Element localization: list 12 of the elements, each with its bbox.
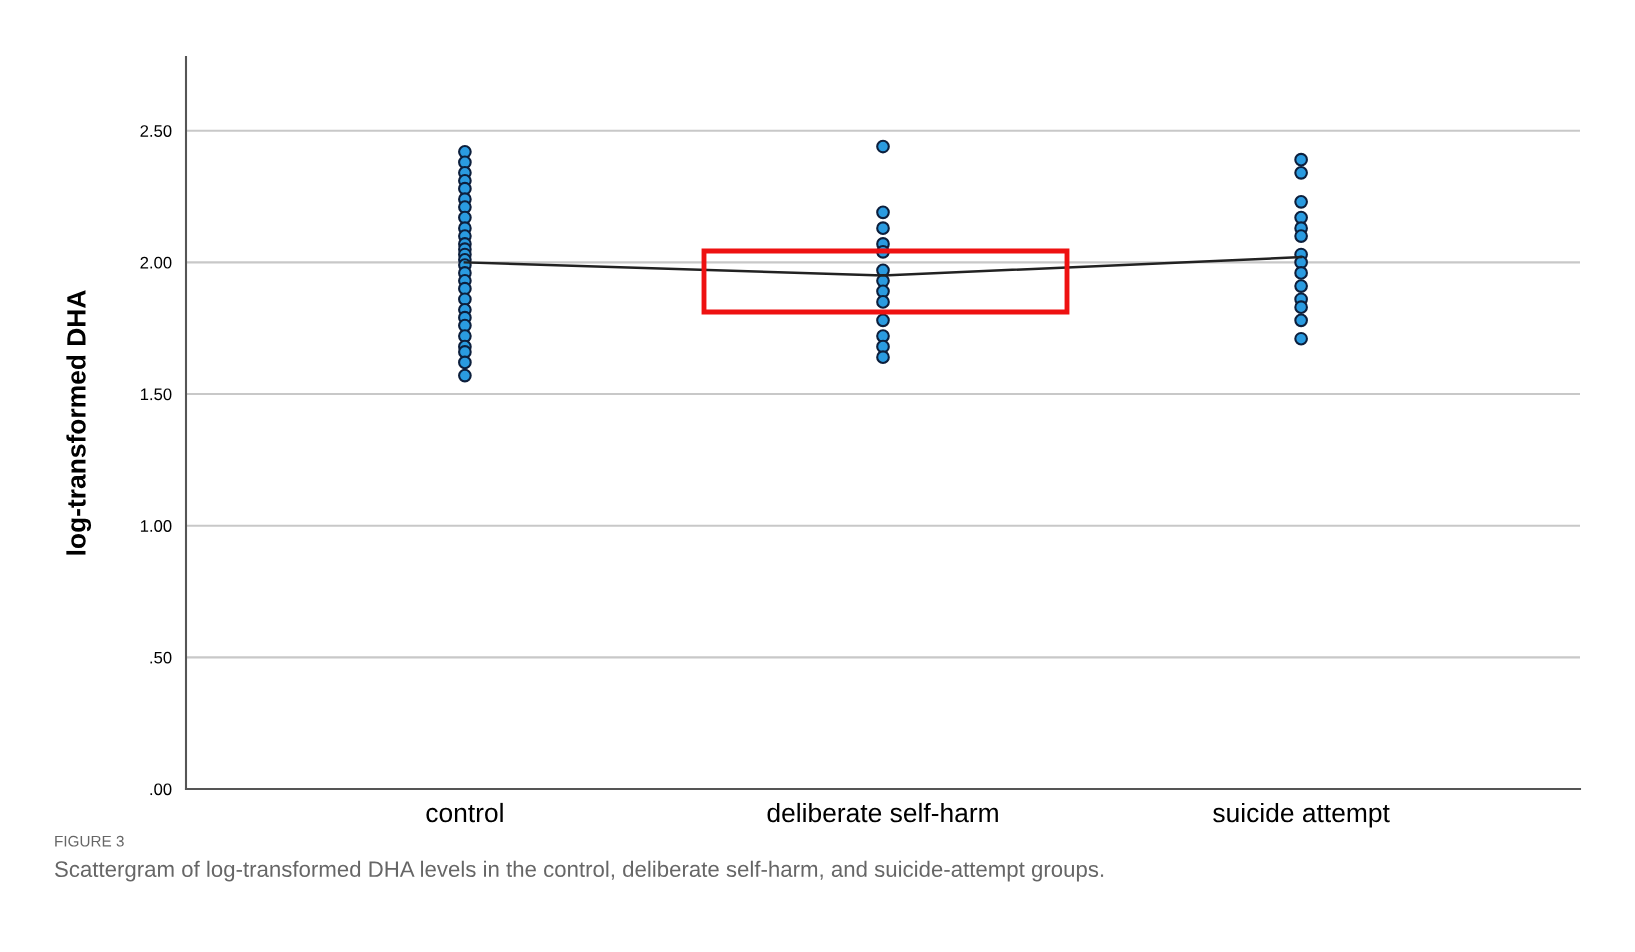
y-tick-label: 2.50 — [140, 125, 172, 137]
x-tick-label: control — [426, 802, 503, 823]
x-tick-label: deliberate self-harm — [767, 802, 998, 823]
text: Scattergram of log-transformed DHA levels in the control, deliberate self-harm, and suicide-attempt groups. — [55, 860, 1104, 882]
y-tick-label: 1.50 — [140, 388, 172, 401]
caption: FIGURE 3 — [55, 835, 124, 847]
y-tick-label: 2.00 — [140, 256, 172, 269]
y-tick-label: 1.00 — [140, 520, 172, 532]
y-tick-label: .50 — [150, 651, 172, 664]
y-axis-title: log-transformed DHA — [66, 290, 92, 555]
x-tick-label: suicide attempt — [1213, 802, 1390, 828]
y-tick-label: .00 — [150, 783, 172, 796]
